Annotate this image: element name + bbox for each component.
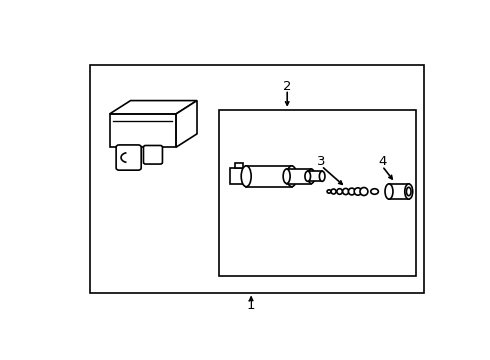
Ellipse shape <box>319 171 325 181</box>
FancyBboxPatch shape <box>144 145 163 164</box>
Bar <box>389 184 409 199</box>
Ellipse shape <box>385 184 393 199</box>
Text: 4: 4 <box>378 154 386 167</box>
Ellipse shape <box>406 187 411 196</box>
Ellipse shape <box>354 188 362 195</box>
Ellipse shape <box>308 169 315 184</box>
Bar <box>230 168 246 184</box>
Ellipse shape <box>283 169 290 184</box>
Ellipse shape <box>331 189 336 194</box>
Polygon shape <box>110 114 176 147</box>
Ellipse shape <box>241 166 251 186</box>
Text: 2: 2 <box>283 80 292 93</box>
Bar <box>219 110 416 276</box>
Ellipse shape <box>360 188 368 195</box>
Text: 1: 1 <box>247 299 255 312</box>
Bar <box>308 171 322 181</box>
FancyBboxPatch shape <box>116 145 141 170</box>
Ellipse shape <box>287 166 297 186</box>
Text: 3: 3 <box>317 154 326 167</box>
Polygon shape <box>110 100 197 114</box>
Bar <box>90 66 424 293</box>
Bar <box>246 166 292 186</box>
Bar <box>287 169 311 184</box>
Ellipse shape <box>348 188 355 195</box>
Ellipse shape <box>305 171 311 181</box>
Ellipse shape <box>405 184 413 199</box>
Bar <box>235 163 243 168</box>
Ellipse shape <box>371 189 378 194</box>
Polygon shape <box>176 100 197 147</box>
Ellipse shape <box>337 189 343 194</box>
Ellipse shape <box>327 190 331 193</box>
Ellipse shape <box>343 188 349 195</box>
